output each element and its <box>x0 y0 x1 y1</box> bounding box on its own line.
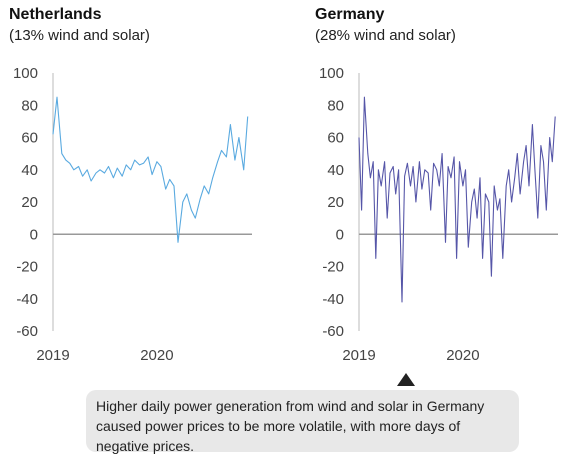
netherlands-subtitle: (13% wind and solar) <box>9 27 150 44</box>
x-tick-label: 2020 <box>446 347 479 364</box>
y-tick-label: 40 <box>327 162 344 179</box>
y-tick-label: -60 <box>16 323 38 340</box>
y-tick-label: -40 <box>16 291 38 308</box>
x-tick-label: 2019 <box>36 347 69 364</box>
callout-line: Higher daily power generation from wind … <box>96 398 485 414</box>
netherlands-chart: 100 80 60 40 20 0 -20 -40 -60 2019 2020 <box>13 65 252 364</box>
y-tick-label: 80 <box>21 97 38 114</box>
germany-chart: 100 80 60 40 20 0 -20 -40 -60 2019 2020 <box>319 65 558 364</box>
netherlands-panel: Netherlands (13% wind and solar) 100 80 60… <box>0 0 280 380</box>
callout-line: caused power prices to be more volatile,… <box>96 418 461 434</box>
y-tick-label: 0 <box>336 226 344 243</box>
y-tick-label: 20 <box>21 194 38 211</box>
callout-line: negative prices. <box>96 438 195 454</box>
callout-arrow-icon <box>397 373 415 386</box>
y-tick-label: 0 <box>30 226 38 243</box>
y-tick-label: 40 <box>21 162 38 179</box>
y-tick-label: 100 <box>319 65 344 82</box>
callout-text: Higher daily power generation from wind … <box>96 396 484 456</box>
price-series-line <box>358 96 556 303</box>
x-tick-label: 2020 <box>140 347 173 364</box>
germany-subtitle: (28% wind and solar) <box>315 27 456 44</box>
germany-panel: Germany (28% wind and solar) 100 80 60 40 20… <box>306 0 579 380</box>
callout-box: Higher daily power generation from wind … <box>86 390 519 454</box>
y-tick-label: -20 <box>322 259 344 276</box>
x-tick-label: 2019 <box>342 347 375 364</box>
y-tick-label: 60 <box>327 130 344 147</box>
germany-title: Germany <box>315 6 385 23</box>
y-tick-label: 100 <box>13 65 38 82</box>
netherlands-title: Netherlands <box>9 6 102 23</box>
y-tick-label: -20 <box>16 259 38 276</box>
y-tick-label: 20 <box>327 194 344 211</box>
y-tick-label: 60 <box>21 130 38 147</box>
y-tick-label: -40 <box>322 291 344 308</box>
y-tick-label: 80 <box>327 97 344 114</box>
y-tick-label: -60 <box>322 323 344 340</box>
price-series-line <box>52 96 249 243</box>
